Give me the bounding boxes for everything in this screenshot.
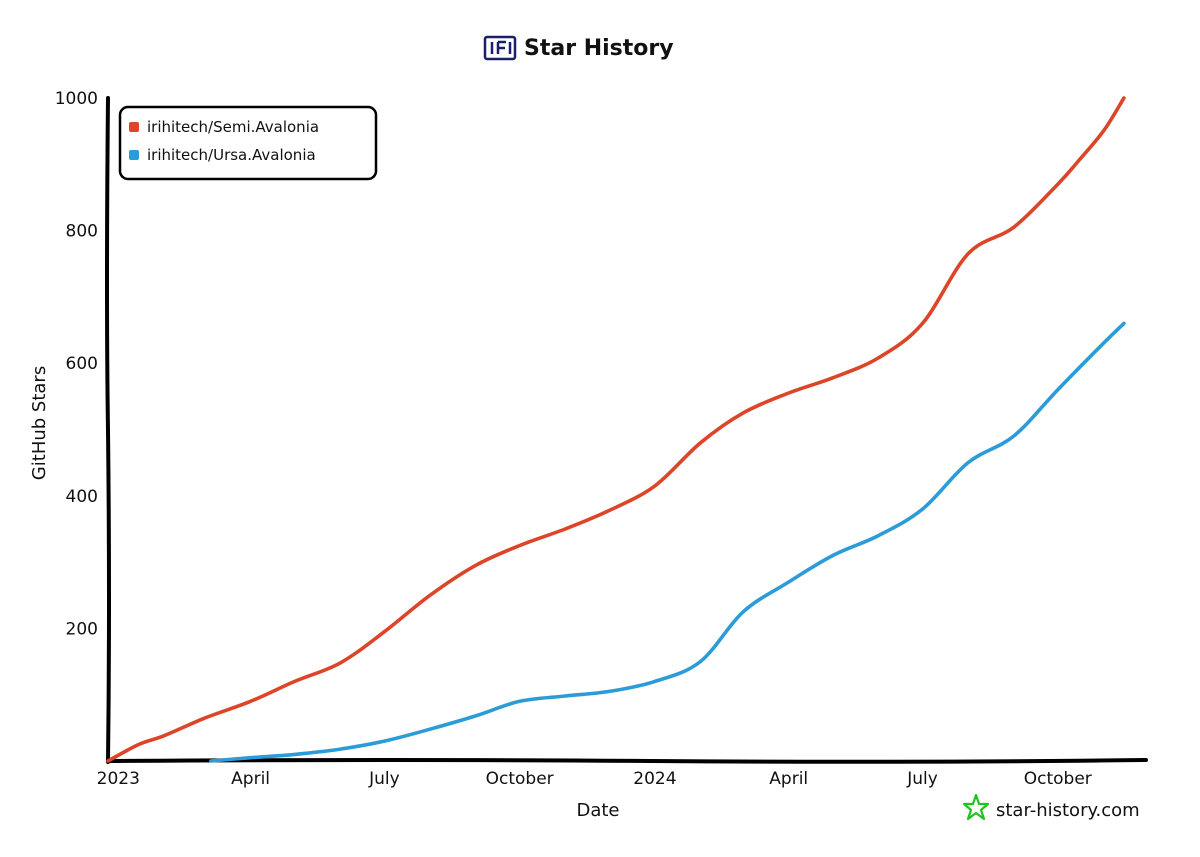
y-tick-label: 400 — [66, 487, 98, 507]
y-tick-label: 200 — [66, 619, 98, 639]
x-tick-label: April — [769, 769, 808, 789]
y-axis-ticks: 200 400 600 800 1000 — [55, 89, 98, 639]
x-tick-label: October — [1024, 769, 1092, 789]
star-history-logo-icon — [483, 35, 517, 61]
watermark-text: star-history.com — [996, 800, 1140, 821]
legend-label-ursa: irihitech/Ursa.Avalonia — [147, 146, 316, 164]
x-axis-label: Date — [576, 800, 619, 821]
series-line-ursa-avalonia — [209, 321, 1126, 763]
x-tick-label: 2024 — [633, 769, 676, 789]
legend-swatch-ursa — [129, 150, 139, 160]
star-icon — [962, 793, 990, 821]
x-tick-label: July — [906, 769, 938, 789]
x-tick-label: July — [368, 769, 400, 789]
legend-box — [118, 105, 378, 181]
y-axis-label: GitHub Stars — [29, 366, 50, 480]
y-tick-label: 800 — [66, 222, 98, 242]
x-tick-label: October — [486, 769, 554, 789]
y-tick-label: 600 — [66, 354, 98, 374]
series-layer — [106, 96, 1126, 763]
legend: irihitech/Semi.Avalonia irihitech/Ursa.A… — [118, 105, 378, 181]
chart-title-group: Star History — [483, 35, 674, 61]
series-line-semi-avalonia — [106, 96, 1126, 763]
x-axis-line — [106, 758, 1148, 764]
legend-swatch-semi — [129, 122, 139, 132]
y-tick-label: 1000 — [55, 89, 98, 109]
chart-title: Star History — [524, 36, 674, 61]
legend-label-semi: irihitech/Semi.Avalonia — [147, 118, 319, 136]
y-axis-line — [105, 96, 111, 764]
watermark[interactable]: star-history.com — [962, 793, 1140, 821]
x-axis-ticks: 2023 April July October 2024 April July October — [97, 769, 1092, 789]
x-tick-label: April — [231, 769, 270, 789]
x-tick-label: 2023 — [97, 769, 140, 789]
